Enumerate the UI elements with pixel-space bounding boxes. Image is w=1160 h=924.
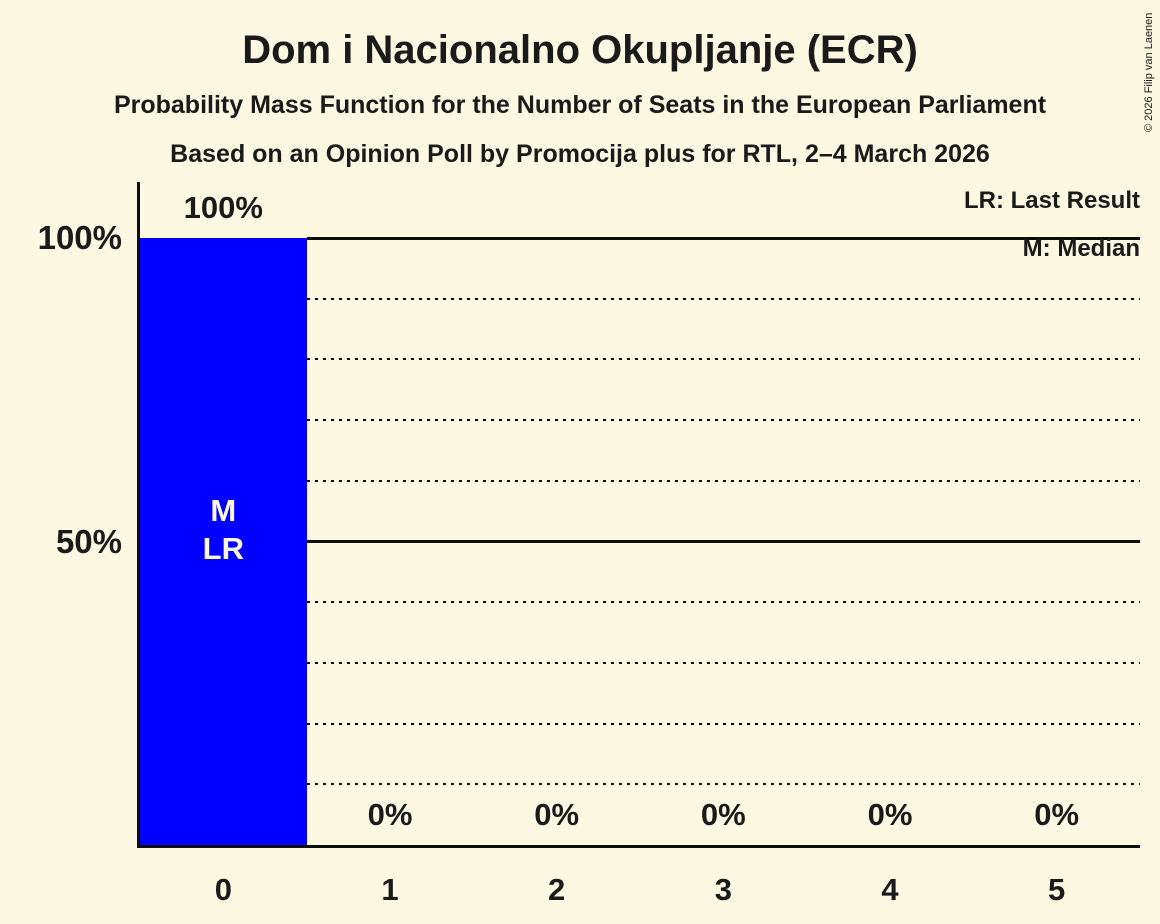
gridline-dotted-80pct (306, 358, 1140, 361)
chart-subtitle: Probability Mass Function for the Number… (113, 91, 1047, 119)
bar-annotation-median-lastresult: M LR (202, 493, 244, 566)
bar-seats-0 (140, 238, 307, 845)
copyright-notice: © 2026 Filip van Laenen (1143, 12, 1155, 132)
gridline-solid-100pct (306, 236, 1140, 240)
value-label-seats-1: 0% (367, 797, 413, 832)
gridline-solid-50pct (306, 540, 1140, 543)
gridline-dotted-60pct (306, 479, 1140, 482)
y-tick-label-50pct: 50% (55, 522, 122, 560)
x-tick-label-3: 3 (714, 872, 732, 907)
gridline-dotted-90pct (306, 297, 1140, 300)
gridline-dotted-70pct (306, 419, 1140, 422)
x-tick-label-5: 5 (1048, 872, 1066, 907)
gridline-dotted-10pct (306, 783, 1140, 786)
gridline-dotted-40pct (306, 601, 1140, 604)
chart-source-line: Based on an Opinion Poll by Promocija pl… (170, 140, 990, 168)
x-tick-label-0: 0 (214, 872, 232, 907)
chart-title: Dom i Nacionalno Okupljanje (ECR) (242, 28, 918, 72)
value-label-seats-0: 100% (183, 190, 263, 225)
y-axis-line (137, 182, 140, 848)
value-label-seats-3: 0% (700, 797, 746, 832)
value-label-seats-2: 0% (534, 797, 580, 832)
legend-last-result: LR: Last Result (963, 187, 1140, 214)
y-tick-label-100pct: 100% (37, 219, 122, 256)
x-tick-label-4: 4 (881, 872, 899, 907)
value-label-seats-4: 0% (867, 797, 913, 832)
x-tick-label-1: 1 (381, 872, 399, 907)
gridline-dotted-20pct (306, 722, 1140, 725)
legend-median: M: Median (1022, 235, 1140, 262)
x-axis-line (140, 845, 1140, 848)
value-label-seats-5: 0% (1034, 797, 1080, 832)
gridline-dotted-30pct (306, 661, 1140, 664)
x-tick-label-2: 2 (548, 872, 566, 907)
